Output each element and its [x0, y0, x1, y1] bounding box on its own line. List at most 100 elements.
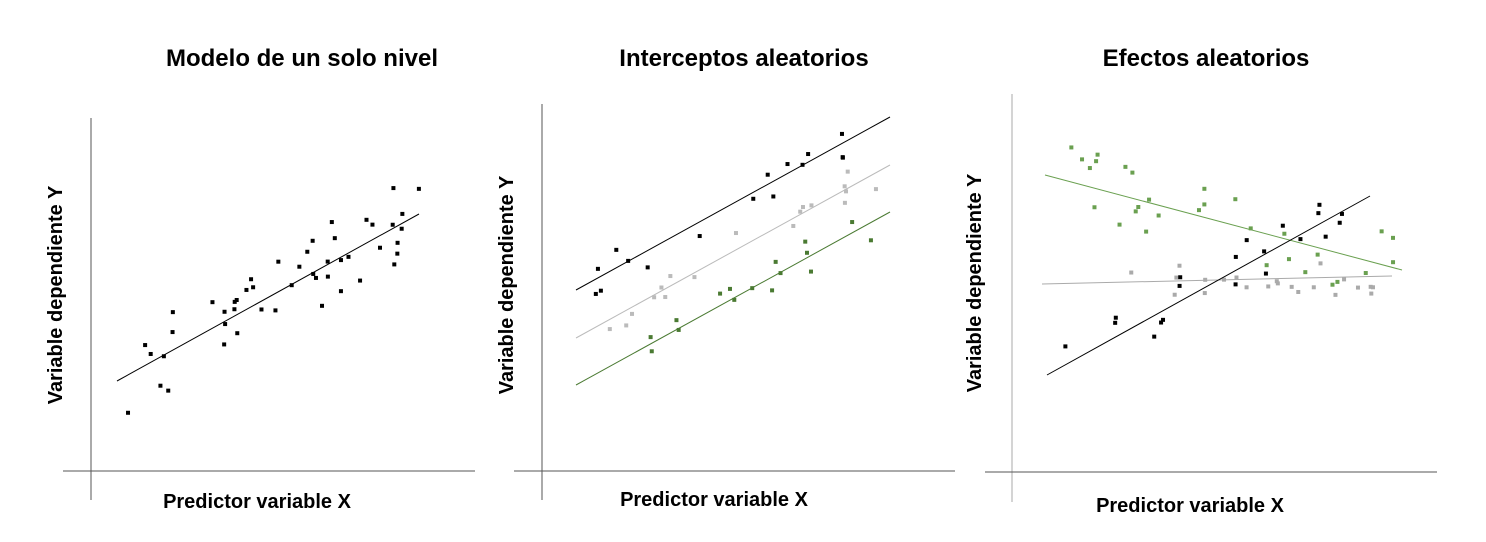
illustration [116, 116, 1403, 415]
dot [1080, 157, 1085, 162]
dot [808, 269, 813, 274]
dot [1222, 277, 1227, 282]
dot [1233, 282, 1238, 287]
dot [1330, 282, 1335, 287]
dot [1136, 205, 1141, 210]
dot [1390, 235, 1395, 240]
dot [329, 220, 334, 225]
dot [400, 211, 405, 216]
dot [1203, 277, 1208, 282]
dot [770, 288, 775, 293]
dot [338, 258, 343, 263]
dot [358, 278, 363, 283]
dot [1174, 275, 1179, 280]
dot [645, 265, 650, 270]
x-axis-label: Predictor variable X [163, 491, 352, 513]
dot [1363, 271, 1368, 276]
dot [1342, 277, 1347, 282]
dot [659, 285, 664, 290]
dot [399, 226, 404, 231]
dot [1095, 152, 1100, 157]
dot [1318, 261, 1323, 266]
dot [390, 222, 395, 227]
dot [1202, 291, 1207, 296]
dot [1316, 211, 1321, 216]
dot [842, 200, 847, 205]
dot [143, 343, 148, 348]
dot [1094, 159, 1099, 164]
dot [607, 327, 612, 332]
dot [649, 349, 654, 354]
dot [338, 289, 343, 294]
dot [692, 275, 697, 280]
dot [223, 322, 228, 327]
dot [850, 220, 855, 225]
dot [1133, 209, 1138, 214]
dot [1289, 284, 1294, 289]
dot [1196, 208, 1201, 213]
dot [718, 291, 723, 296]
y-axis-label: Variable dependiente Y [496, 175, 518, 394]
dot [1177, 283, 1182, 288]
dot [1117, 222, 1122, 227]
dot [1161, 317, 1166, 322]
x-axis-label: Predictor variable X [1096, 495, 1285, 517]
dot [148, 351, 153, 356]
panel-title: Modelo de un solo nivel [166, 45, 438, 72]
dot [259, 307, 264, 312]
dot [1315, 252, 1320, 257]
dot [1130, 170, 1135, 175]
dot [332, 236, 337, 241]
dot [778, 271, 783, 276]
dot [668, 274, 673, 279]
dot [244, 287, 249, 292]
y-axis-label: Variable dependiente Y [45, 185, 67, 404]
dot [391, 186, 396, 191]
dot [305, 249, 310, 254]
dot [1202, 202, 1207, 207]
dot [1177, 263, 1182, 268]
dot [235, 331, 240, 336]
x-axis-label: Predictor variable X [620, 489, 809, 511]
trend-line [116, 213, 420, 382]
dot [346, 254, 351, 259]
dot [1333, 292, 1338, 297]
dot [416, 186, 421, 191]
trend-line [1044, 174, 1403, 271]
dot [1339, 211, 1344, 216]
dot [1248, 226, 1253, 231]
dot [370, 222, 375, 227]
dot [868, 238, 873, 243]
dot [697, 234, 702, 239]
dot [232, 307, 237, 312]
dot [395, 251, 400, 256]
dot [648, 335, 653, 340]
dot [626, 258, 631, 263]
dot [276, 259, 281, 264]
dot [844, 189, 849, 194]
dot [1355, 285, 1360, 290]
dot [170, 310, 175, 315]
dot [1311, 285, 1316, 290]
dot [158, 383, 163, 388]
dot [1323, 234, 1328, 239]
trend-line [575, 164, 891, 339]
dot [1178, 275, 1183, 280]
dot [805, 250, 810, 255]
dot [1379, 229, 1384, 234]
dot [614, 247, 619, 252]
dot [310, 238, 315, 243]
dot [785, 162, 790, 167]
dot [222, 342, 227, 347]
dot [1152, 334, 1157, 339]
dot [1069, 145, 1074, 150]
dot [222, 309, 227, 314]
dot [806, 152, 811, 157]
panel-title: Efectos aleatorios [1103, 45, 1310, 72]
dot [1129, 270, 1134, 275]
dot [791, 223, 796, 228]
dot [1092, 205, 1097, 210]
dot [595, 266, 600, 271]
dot [803, 239, 808, 244]
